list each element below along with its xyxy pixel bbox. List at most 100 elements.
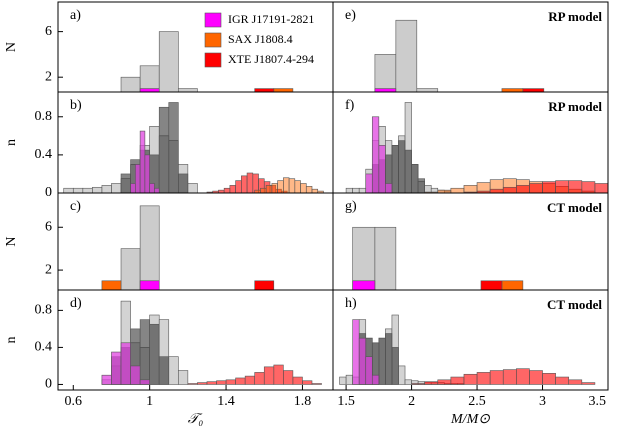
histogram-bar [594, 183, 608, 193]
histogram-bar [273, 88, 294, 92]
histogram-bar [300, 183, 307, 193]
histogram-bar [311, 383, 322, 385]
histogram-bar [149, 183, 155, 193]
histogram-bar [391, 347, 399, 385]
histogram-bar [168, 356, 179, 385]
histogram-bar [263, 366, 275, 385]
x-tick-label: 3 [539, 394, 546, 409]
model-label: CT model [547, 200, 602, 215]
histogram-bar [139, 319, 150, 385]
histogram-bar [63, 187, 74, 193]
histogram-bar [568, 379, 583, 385]
histogram-bar [120, 173, 131, 193]
y-tick-label: 0 [45, 377, 52, 392]
histogram-bar [72, 187, 84, 193]
histogram-bar [168, 102, 179, 193]
plot-area [374, 19, 545, 92]
histogram-bar [120, 248, 141, 290]
y-axis-title: N [4, 236, 19, 246]
panel-label: h) [345, 296, 357, 311]
legend-label: XTE J1807.4-294 [228, 52, 314, 66]
histogram-bar [254, 88, 275, 92]
panel-label: c) [70, 199, 81, 214]
histogram-bar [283, 370, 294, 385]
y-axis-title: n [4, 139, 19, 146]
x-tick-label: 1.4 [217, 394, 235, 409]
histogram-bar [398, 365, 406, 385]
histogram-bar [178, 370, 189, 385]
histogram-bar [398, 140, 406, 193]
x-tick-label: 3.5 [589, 394, 607, 409]
histogram-bar [529, 370, 543, 385]
histogram-bar [345, 374, 353, 385]
plot-area [339, 314, 596, 385]
histogram-bar [516, 185, 530, 193]
histogram-bar [378, 337, 386, 385]
histogram-bar [371, 374, 380, 385]
histogram-bar [187, 183, 198, 193]
histogram-bar [139, 205, 160, 290]
histogram-bar [254, 372, 265, 385]
histogram-bar [395, 19, 418, 92]
histogram-bar [450, 376, 465, 385]
histogram-bar [352, 319, 360, 385]
histogram-bar [139, 379, 150, 385]
histogram-bar [216, 380, 227, 385]
legend-label: SAX J1808.4 [228, 32, 293, 46]
histogram-bar [555, 180, 570, 193]
plot-area [120, 31, 294, 92]
histogram-bar [158, 356, 170, 385]
histogram-bar [411, 164, 419, 193]
histogram-bar [292, 376, 303, 385]
histogram-bar [229, 185, 236, 193]
histogram-bar [489, 188, 504, 193]
histogram-bar [339, 376, 347, 385]
histogram-bar [158, 31, 179, 92]
histogram-bar [502, 186, 517, 193]
plot-area [101, 205, 275, 290]
histogram-bar [480, 280, 503, 290]
y-tick-label: 6 [45, 219, 52, 234]
histogram-bar [391, 145, 399, 193]
histogram-bar [542, 373, 556, 385]
histogram-bar [178, 88, 198, 92]
histogram-bar [265, 185, 273, 193]
legend-swatch [204, 12, 222, 28]
histogram-bar [463, 373, 478, 385]
x-tick-label: 2 [408, 394, 415, 409]
histogram-bar [271, 183, 278, 193]
histogram-bar [345, 187, 353, 193]
y-tick-label: 2 [45, 69, 52, 84]
histogram-bar [144, 154, 150, 193]
model-label: RP model [548, 99, 602, 114]
plot-area [101, 300, 322, 385]
histogram-bar [378, 145, 386, 193]
histogram-bar [130, 365, 141, 385]
x-axis-title: M/M⊙ [450, 412, 490, 427]
x-tick-label: 2.5 [468, 394, 486, 409]
histogram-bar [437, 379, 452, 385]
histogram-bar [489, 370, 504, 385]
y-tick-label: 2 [45, 262, 52, 277]
histogram-bar [139, 65, 160, 92]
legend-swatch [204, 52, 222, 68]
plot-area [63, 102, 324, 193]
histogram-bar [365, 356, 373, 385]
histogram-bar [294, 180, 301, 193]
histogram-bar [305, 186, 313, 193]
histogram-bar [178, 173, 189, 193]
histogram-bar [317, 190, 324, 193]
histogram-bar [501, 88, 524, 92]
histogram-bar [568, 180, 583, 193]
panel-frame [332, 289, 609, 391]
histogram-bar [154, 187, 160, 193]
histogram-bar [187, 383, 198, 385]
histogram-bar [283, 177, 290, 193]
histogram-bar [522, 88, 545, 92]
histogram-bar [120, 76, 141, 92]
histogram-bar [244, 375, 256, 385]
histogram-bar [358, 187, 367, 193]
histogram-bar [424, 381, 439, 385]
